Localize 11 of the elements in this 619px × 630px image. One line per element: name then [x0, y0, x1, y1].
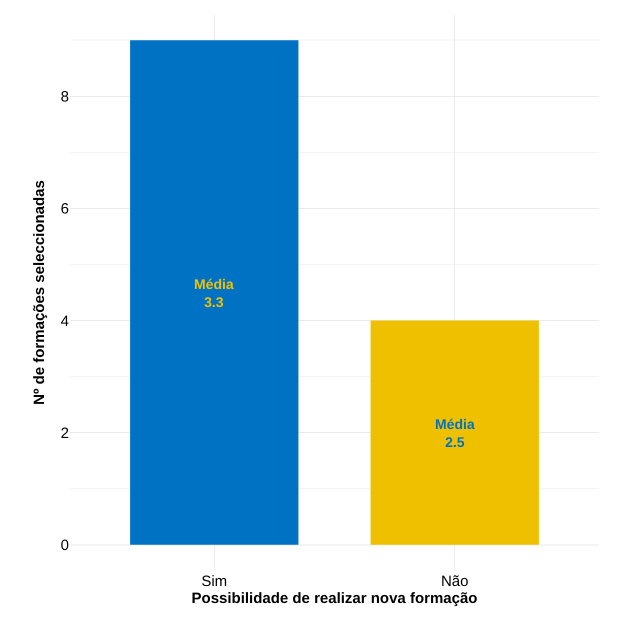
annotation: Média 2.5	[435, 416, 475, 450]
annotation: Média 3.3	[194, 276, 234, 310]
x-axis-title: Possibilidade de realizar nova formação	[192, 590, 478, 607]
y-tick-label: 0	[60, 537, 69, 554]
x-tick-label: Sim	[201, 573, 228, 590]
x-tick-label: Não	[440, 573, 468, 590]
y-tick-label: 2	[60, 424, 69, 442]
y-tick-label: 6	[60, 200, 69, 218]
y-tick-label: 8	[60, 88, 69, 106]
y-tick-label: 4	[60, 312, 69, 330]
y-axis-title: Nº de formações seleccionadas	[30, 180, 48, 405]
